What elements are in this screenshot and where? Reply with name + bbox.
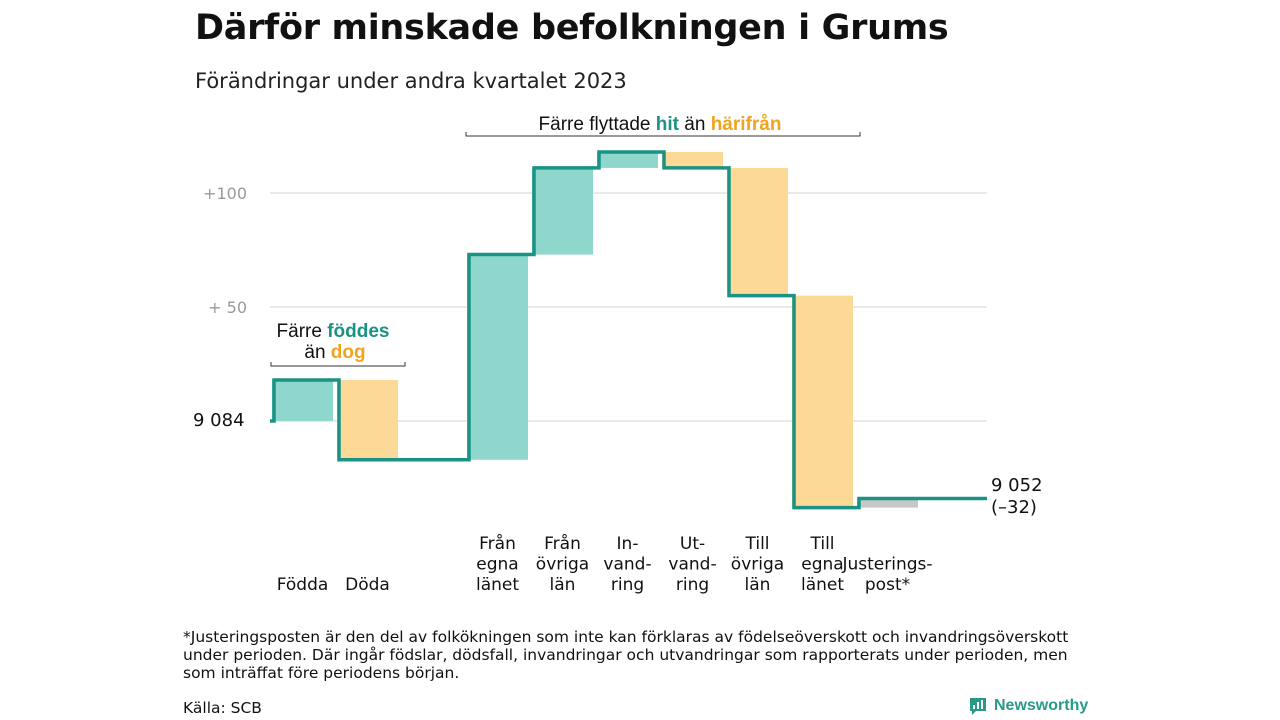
waterfall-bar xyxy=(662,151,723,168)
end-change-label: (–32) xyxy=(991,497,1037,518)
x-axis-label: egna xyxy=(476,555,518,575)
svg-text:Färre flyttade hit: Färre flyttade hit än härifrån xyxy=(539,114,782,135)
births-deaths-annotation: Färre föddes än dog xyxy=(270,321,406,367)
newsworthy-logo-icon xyxy=(970,698,986,715)
x-axis-label: vand- xyxy=(668,555,716,575)
x-axis-label: ring xyxy=(676,575,709,595)
bars xyxy=(272,151,918,508)
x-axis-label: ring xyxy=(611,575,644,595)
annotation-highlight-hit: hit xyxy=(656,114,680,135)
x-axis-label: In- xyxy=(617,534,639,554)
waterfall-bar xyxy=(727,167,788,296)
x-axis-label: Ut- xyxy=(680,534,705,554)
x-axis-label: post* xyxy=(865,575,910,595)
x-axis-label: län xyxy=(550,575,576,595)
chart-subtitle: Förändringar under andra kvartalet 2023 xyxy=(195,69,627,93)
annotation-text: Färre xyxy=(277,321,322,342)
end-value-label: 9 052 xyxy=(991,475,1043,496)
x-axis-label: övriga xyxy=(731,555,784,575)
waterfall-bar xyxy=(467,254,528,460)
x-axis-label: vand- xyxy=(603,555,651,575)
svg-text:Färre föddes: Färre föddes xyxy=(277,321,390,342)
waterfall-bar xyxy=(792,295,853,508)
annotation-highlight-died: dog xyxy=(331,342,366,363)
y-tick-label: +100 xyxy=(203,184,247,203)
annotation-highlight-harifran: härifrån xyxy=(711,114,782,135)
x-axis-label: län xyxy=(745,575,771,595)
running-total-line xyxy=(270,150,987,510)
x-axis-label: Från xyxy=(544,533,581,554)
x-axis-label: Till xyxy=(809,534,834,554)
brand-logo: Newsworthy xyxy=(968,696,1088,716)
waterfall-bar xyxy=(857,498,918,508)
annotation-text: än xyxy=(684,114,705,135)
source-credit: Källa: SCB xyxy=(183,699,262,717)
annotation-bracket xyxy=(465,132,861,137)
x-axis-label: Från xyxy=(479,533,516,554)
x-axis-label: Döda xyxy=(345,575,390,595)
svg-text:än dog: än dog xyxy=(304,342,365,363)
x-axis-labels: Födda DödaFrånegnalänetFrånövrigalänIn-va… xyxy=(277,533,933,595)
x-axis-label: Födda xyxy=(277,575,329,595)
x-axis-label: länet xyxy=(801,575,844,595)
waterfall-bar xyxy=(337,379,398,460)
migration-annotation: Färre flyttade hit än härifrån xyxy=(465,114,861,137)
start-value-label: 9 084 xyxy=(193,410,245,431)
y-axis-ticks: +100 + 50 xyxy=(203,184,247,317)
x-axis-label: egna xyxy=(801,555,843,575)
annotation-text: Färre flyttade xyxy=(539,114,651,135)
x-axis-label: Till xyxy=(744,534,769,554)
waterfall-bar xyxy=(597,151,658,168)
footnote: *Justeringsposten är den del av folkökni… xyxy=(183,628,1069,682)
annotation-text: än xyxy=(304,342,325,363)
waterfall-bar xyxy=(532,167,593,255)
x-axis-label: Justerings- xyxy=(841,555,932,575)
annotation-bracket xyxy=(270,362,406,367)
annotation-highlight-born: föddes xyxy=(327,321,389,342)
running-total-line xyxy=(270,150,987,510)
x-axis-label: länet xyxy=(476,575,519,595)
y-tick-label: + 50 xyxy=(208,298,247,317)
waterfall-bar xyxy=(272,379,333,421)
brand-name: Newsworthy xyxy=(994,697,1089,714)
x-axis-label: övriga xyxy=(536,555,589,575)
chart-title: Därför minskade befolkningen i Grums xyxy=(195,8,949,48)
